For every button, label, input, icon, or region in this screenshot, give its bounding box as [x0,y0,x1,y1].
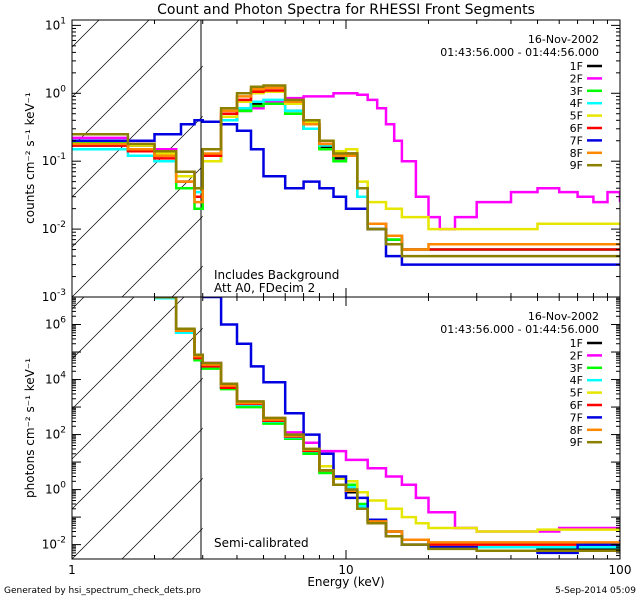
x-axis-label: Energy (keV) [307,575,384,589]
counts-series-7F [72,119,620,266]
x-tick-label: 10 [338,563,353,577]
counts-legend-label-1F: 1F [570,60,583,73]
chart-title: Count and Photon Spectra for RHESSI Fron… [157,2,535,18]
photons-date: 16-Nov-2002 [528,310,599,323]
counts-y-tick-label: 10-1 [42,152,66,168]
counts-y-tick-label: 100 [45,84,66,100]
counts-y-axis-label: counts cm⁻² s⁻¹ keV⁻¹ [23,92,37,224]
counts-series-9F [72,84,620,258]
x-tick-label: 100 [609,563,632,577]
photons-hatch-line [72,297,185,410]
photons-hatch-line [222,297,484,559]
photons-y-tick-label: 100 [45,481,66,497]
photons-legend-label-4F: 4F [570,374,583,387]
photons-legend-label-7F: 7F [570,411,583,424]
x-tick-label: 1 [68,563,76,577]
counts-date: 16-Nov-2002 [528,33,599,46]
photons-hatch [72,297,640,559]
photons-plot-frame [71,296,621,560]
photons-annotation-semicalibrated: Semi-calibrated [214,536,309,550]
counts-series-8F [72,86,620,251]
counts-y-tick-label: 10-3 [42,288,66,304]
photons-hatch-line [72,427,203,559]
photons-legend-label-8F: 8F [570,424,583,437]
counts-legend-label-7F: 7F [570,134,583,147]
photons-y-axis-label: photons cm⁻² s⁻¹ keV⁻¹ [23,358,37,498]
counts-legend-label-3F: 3F [570,85,583,98]
counts-hatch-line [72,165,203,297]
counts-legend-label-9F: 9F [570,159,583,172]
photons-hatch-line [72,297,85,310]
photons-y-tick-label: 102 [45,426,66,442]
photons-panel: 1 10 100 106 104 102 100 10-2 photons cm⁻² s⁻¹ … [23,296,640,589]
photons-hatch-line [72,297,135,360]
photons-y-tick-label: 104 [45,371,66,387]
counts-hatch-line [72,20,150,98]
photons-legend-label-9F: 9F [570,436,583,449]
photons-series-9F [154,297,620,552]
photons-hatch-line [472,297,640,559]
footer-generated-by: Generated by hsi_spectrum_check_dets.pro [4,586,201,596]
counts-legend-label-5F: 5F [570,110,583,123]
photons-legend-label-3F: 3F [570,362,583,375]
counts-y-tick-label: 101 [45,16,66,32]
counts-hatch-line [72,65,203,198]
photons-hatch-line [121,477,203,559]
counts-legend-label-2F: 2F [570,72,583,85]
photons-legend-label-5F: 5F [570,387,583,400]
counts-hatch-line [121,215,203,297]
photons-y-tick-label: 10-2 [42,536,66,552]
counts-y-tick-label: 10-2 [42,220,66,236]
counts-legend-label-6F: 6F [570,122,583,135]
counts-hatch-line [72,20,200,148]
photons-hatch-line [72,377,203,510]
photons-legend-label-2F: 2F [570,349,583,362]
photons-legend-label-6F: 6F [570,399,583,412]
footer-timestamp: 5-Sep-2014 05:09 [555,586,636,596]
photons-time-range: 01:43:56.000 - 01:44:56.000 [440,323,599,336]
counts-panel: 101 100 10-1 10-2 10-3 counts cm⁻² s⁻¹ keV⁻¹… [23,16,621,304]
photons-hatch-line [72,327,203,460]
counts-legend-label-4F: 4F [570,97,583,110]
counts-legend-label-8F: 8F [570,147,583,160]
counts-annotation-background: Includes Background [214,268,339,282]
photons-hatch-line [372,297,634,559]
photons-hatch-line [272,297,534,559]
photons-y-tick-label: 106 [45,316,66,332]
photons-legend-label-1F: 1F [570,337,583,350]
counts-time-range: 01:43:56.000 - 01:44:56.000 [440,46,599,59]
counts-annotation-attenuator: Att A0, FDecim 2 [214,281,315,295]
photons-hatch-line [322,297,584,559]
